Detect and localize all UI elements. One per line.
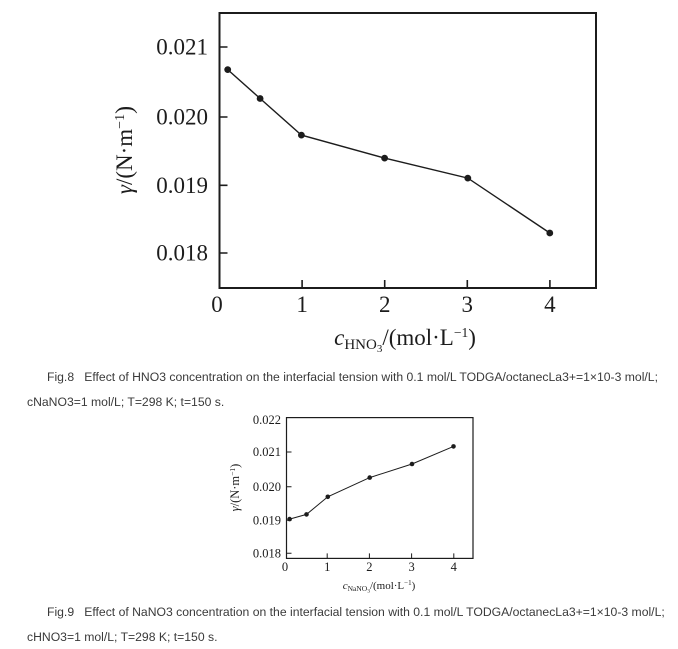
svg-text:0.022: 0.022 <box>253 413 281 427</box>
svg-text:0: 0 <box>282 560 288 574</box>
svg-text:3: 3 <box>408 560 414 574</box>
svg-text:0.018: 0.018 <box>156 241 208 266</box>
svg-text:0.019: 0.019 <box>253 513 281 527</box>
svg-text:4: 4 <box>544 292 556 317</box>
svg-text:0.020: 0.020 <box>156 105 208 130</box>
svg-text:γ/(N·m−1): γ/(N·m−1) <box>112 106 138 194</box>
svg-text:0.019: 0.019 <box>156 173 208 198</box>
svg-text:1: 1 <box>324 560 330 574</box>
svg-text:γ/(N·m−1): γ/(N·m−1) <box>228 464 242 512</box>
svg-text:0.020: 0.020 <box>253 480 281 494</box>
svg-text:2: 2 <box>379 292 391 317</box>
svg-text:0.021: 0.021 <box>156 35 208 60</box>
svg-text:cNaNO3/(mol·L−1): cNaNO3/(mol·L−1) <box>343 579 416 595</box>
svg-text:3: 3 <box>462 292 474 317</box>
svg-text:0: 0 <box>211 292 223 317</box>
svg-text:1: 1 <box>296 292 308 317</box>
svg-text:2: 2 <box>366 560 372 574</box>
svg-text:0.018: 0.018 <box>253 546 281 560</box>
svg-text:cHNO3/(mol·L−1): cHNO3/(mol·L−1) <box>334 325 476 355</box>
svg-text:4: 4 <box>451 560 458 574</box>
svg-text:0.021: 0.021 <box>253 445 281 459</box>
